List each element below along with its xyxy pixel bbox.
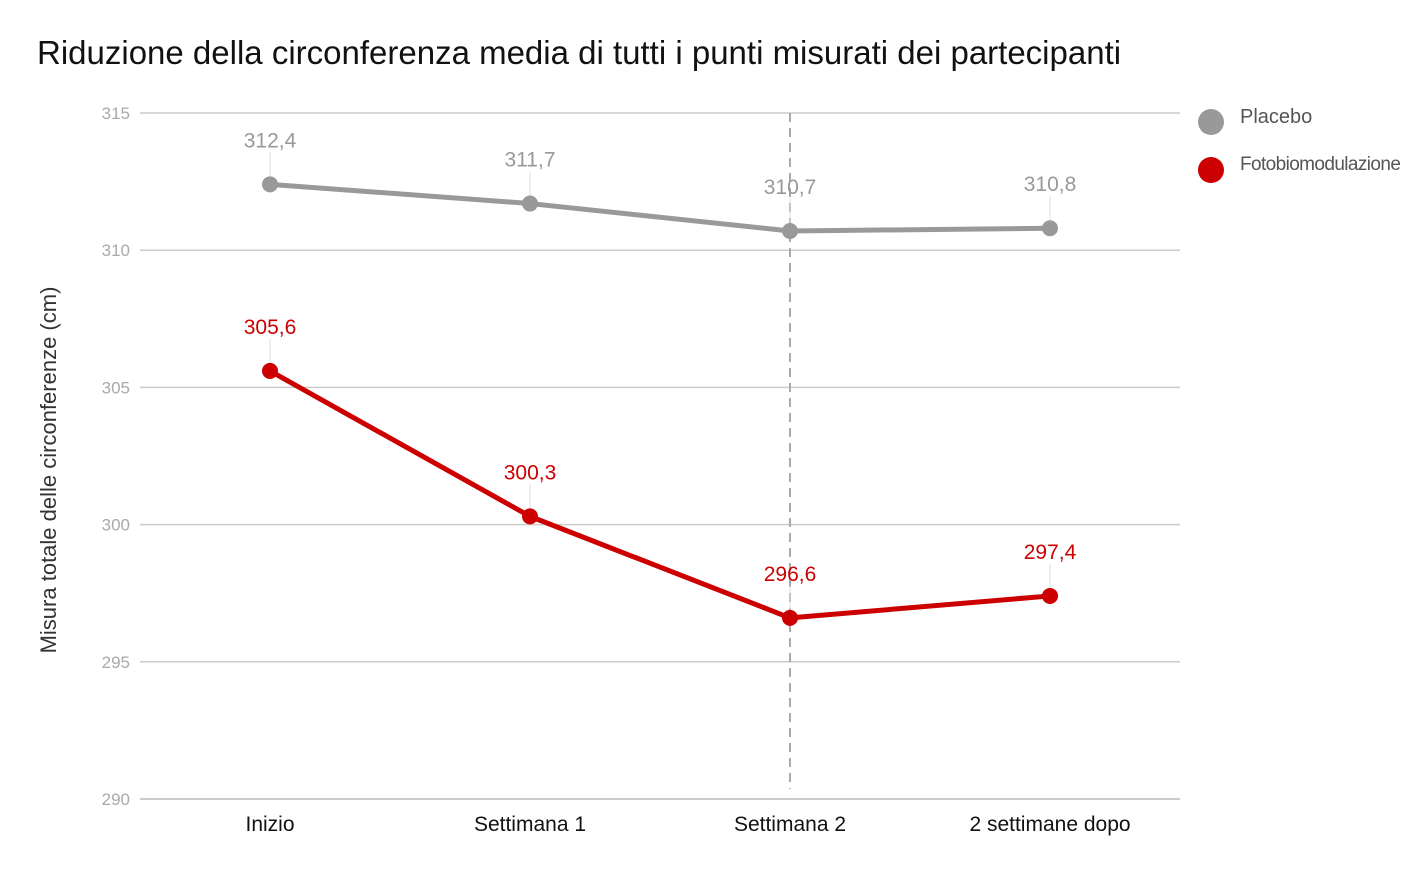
y-tick-label-305: 305 [102,378,130,397]
legend-marker-placebo [1198,109,1224,135]
data-point-fotobiomodulazione-4 [1042,587,1058,604]
data-point-fotobiomodulazione-2 [522,508,538,525]
data-label-fotobiomodulazione-2: 300,3 [504,461,557,484]
y-axis-title: Misura totale delle circonferenze (cm) [36,287,61,654]
x-tick-label-3: Settimana 2 [734,813,846,836]
legend-label-fotobiomodulazione: Fotobiomodulazione [1240,154,1401,175]
x-tick-label-2: Settimana 1 [474,813,586,836]
y-tick-label-300: 300 [102,516,130,535]
y-tick-label-315: 315 [102,104,130,123]
data-point-placebo-2 [522,195,538,212]
data-point-placebo-4 [1042,220,1058,237]
data-label-placebo-4: 310,8 [1024,173,1077,196]
data-point-placebo-1 [262,176,278,193]
data-label-placebo-3: 310,7 [764,176,817,199]
series-line-fotobiomodulazione [268,368,1051,621]
y-tick-label-310: 310 [102,241,130,260]
data-point-fotobiomodulazione-3 [782,609,798,626]
y-tick-label-295: 295 [102,653,130,672]
legend-marker-fotobiomodulazione [1198,157,1224,183]
legend-label-placebo: Placebo [1240,106,1313,128]
x-tick-label-4: 2 settimane dopo [969,813,1130,836]
series-line-placebo [269,181,1051,234]
x-tick-label-1: Inizio [245,813,294,836]
data-label-fotobiomodulazione-1: 305,6 [244,316,297,339]
data-point-placebo-3 [782,222,798,239]
data-label-fotobiomodulazione-3: 296,6 [764,563,817,586]
data-label-fotobiomodulazione-4: 297,4 [1024,541,1077,564]
data-label-placebo-2: 311,7 [505,149,556,172]
data-point-fotobiomodulazione-1 [262,362,278,379]
y-tick-label-290: 290 [102,790,130,809]
data-label-placebo-1: 312,4 [244,129,297,152]
chart-title: Riduzione della circonferenza media di t… [37,34,1122,71]
